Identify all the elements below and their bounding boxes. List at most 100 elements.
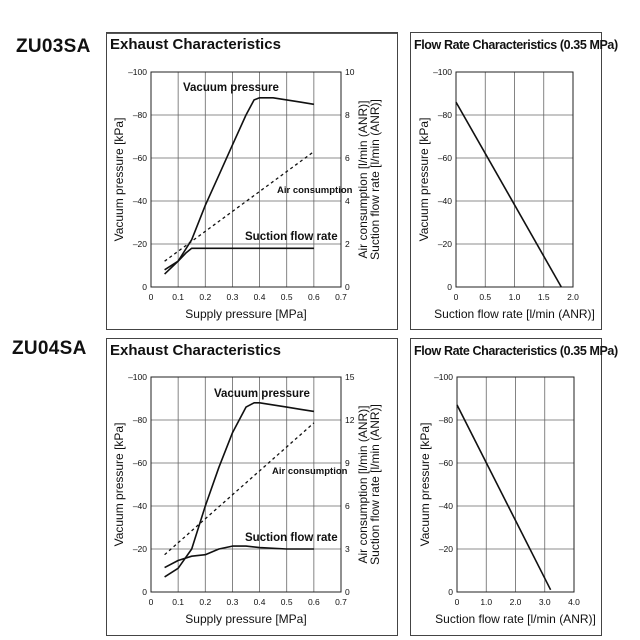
y2-tick-label: 8	[345, 110, 350, 120]
x-tick-label: 0	[149, 292, 154, 302]
y-axis-label: Vacuum pressure [kPa]	[112, 118, 126, 242]
series-line	[455, 101, 562, 288]
series-annotation: Suction flow rate	[245, 231, 338, 243]
y-tick-label: 0	[142, 587, 147, 597]
x-tick-label: 0.2	[199, 597, 211, 607]
exhaust-panel-zu03sa: Exhaust Characteristics 0 0.1 0.2 0.3 0.4 0.5…	[106, 32, 398, 330]
y-axis-label: Vacuum pressure [kPa]	[418, 423, 432, 547]
y-axis-label: Vacuum pressure [kPa]	[112, 423, 126, 547]
series-annotation: Suction flow rate	[245, 532, 338, 544]
y-tick-label: –100	[433, 67, 452, 77]
y2-axis-label: Suction flow rate [l/min (ANR)]	[368, 404, 382, 565]
x-tick-label: 0.7	[335, 597, 347, 607]
exhaust-panel-zu04sa: Exhaust Characteristics 0 0.1 0.2 0.3 0.4 0.5…	[106, 338, 398, 636]
x-tick-label: 2.0	[510, 597, 522, 607]
x-tick-label: 0.1	[172, 597, 184, 607]
y-tick-label: –60	[133, 153, 147, 163]
y2-tick-label: 10	[345, 67, 355, 77]
x-tick-label: 0.4	[254, 597, 266, 607]
series-suction-flow-rate	[164, 247, 314, 271]
x-tick-label: 1.0	[480, 597, 492, 607]
x-tick-label: 0	[149, 597, 154, 607]
x-tick-label: 0	[454, 292, 459, 302]
x-tick-label: 0.4	[254, 292, 266, 302]
x-axis-label: Supply pressure [MPa]	[185, 307, 306, 321]
flow-panel-zu03sa: Flow Rate Characteristics (0.35 MPa) 0 0.…	[410, 32, 618, 330]
y2-tick-label: 6	[345, 501, 350, 511]
y2-tick-label: 15	[345, 372, 355, 382]
flow-chart-zu03sa: 0 0.5 1.0 1.5 2.0 0 –20 –40 –60 –80 –100 Suction fl…	[417, 67, 595, 321]
exhaust-chart-zu04sa: 0 0.1 0.2 0.3 0.4 0.5 0.6 0.70–20–40–60–80–1000…	[112, 372, 382, 626]
flow-panel-zu04sa: Flow Rate Characteristics (0.35 MPa) 0 1.…	[410, 338, 618, 636]
y2-tick-label: 12	[345, 415, 355, 425]
flow-chart-zu04sa: 0 1.0 2.0 3.0 4.0 0 –20 –40 –60 –80 –100 Suction fl…	[418, 372, 596, 626]
x-axis-label: Supply pressure [MPa]	[185, 612, 306, 626]
y2-axis-label: Suction flow rate [l/min (ANR)]	[368, 99, 382, 260]
y2-tick-label: 2	[345, 239, 350, 249]
x-tick-label: 1.5	[538, 292, 550, 302]
y-tick-label: –60	[133, 458, 147, 468]
x-tick-label: 4.0	[568, 597, 580, 607]
y-tick-label: 0	[448, 587, 453, 597]
y2-tick-label: 0	[345, 587, 350, 597]
y2-tick-label: 0	[345, 282, 350, 292]
title-underline	[107, 33, 397, 34]
x-tick-label: 0.1	[172, 292, 184, 302]
series-vacuum-pressure	[164, 401, 315, 578]
x-tick-label: 0.3	[227, 292, 239, 302]
y-tick-label: 0	[142, 282, 147, 292]
x-tick-label: 0.5	[479, 292, 491, 302]
y-tick-label: –40	[133, 501, 147, 511]
x-axis-label: Suction flow rate [l/min (ANR)]	[434, 307, 595, 321]
y-tick-label: –20	[438, 239, 452, 249]
y-tick-label: –40	[438, 196, 452, 206]
y-tick-label: –80	[438, 110, 452, 120]
y-tick-label: 0	[447, 282, 452, 292]
y-tick-label: –40	[439, 501, 453, 511]
y-tick-label: –60	[439, 458, 453, 468]
series-suction-flow-rate	[164, 545, 314, 569]
y2-tick-label: 4	[345, 196, 350, 206]
series-annotation: Vacuum pressure	[214, 388, 310, 400]
flow-title-zu03sa: Flow Rate Characteristics (0.35 MPa)	[414, 38, 618, 52]
x-tick-label: 0.7	[335, 292, 347, 302]
series-annotation: Vacuum pressure	[183, 82, 279, 94]
series-annotation: Air consumption	[272, 466, 348, 477]
y-axis-label: Vacuum pressure [kPa]	[417, 118, 431, 242]
y-tick-label: –20	[133, 544, 147, 554]
flow-title-zu04sa: Flow Rate Characteristics (0.35 MPa)	[414, 344, 618, 358]
y2-tick-label: 3	[345, 544, 350, 554]
plot-frame	[150, 376, 342, 593]
model-label-zu03sa: ZU03SA	[16, 36, 91, 57]
y2-tick-label: 9	[345, 458, 350, 468]
y-tick-label: –100	[128, 372, 147, 382]
x-tick-label: 0.3	[227, 597, 239, 607]
y-tick-label: –100	[434, 372, 453, 382]
y-tick-label: –20	[133, 239, 147, 249]
series-air-consumption	[164, 151, 315, 262]
x-tick-label: 0.5	[281, 292, 293, 302]
x-tick-label: 0.6	[308, 292, 320, 302]
x-axis-label: Suction flow rate [l/min (ANR)]	[435, 612, 596, 626]
y-tick-label: –80	[133, 415, 147, 425]
series-line	[456, 404, 552, 591]
series-annotation: Air consumption	[277, 185, 353, 196]
plot-frame	[455, 71, 574, 288]
plot-frame	[150, 71, 342, 288]
x-tick-label: 1.0	[509, 292, 521, 302]
x-tick-label: 3.0	[539, 597, 551, 607]
x-tick-label: 0.5	[281, 597, 293, 607]
y-tick-label: –40	[133, 196, 147, 206]
y-tick-label: –20	[439, 544, 453, 554]
model-label-zu04sa: ZU04SA	[12, 338, 87, 359]
x-tick-label: 0.6	[308, 597, 320, 607]
y2-tick-label: 6	[345, 153, 350, 163]
y-tick-label: –80	[439, 415, 453, 425]
exhaust-chart-zu03sa: 0 0.1 0.2 0.3 0.4 0.5 0.6 0.70–20–40–60–80–1000…	[112, 67, 382, 321]
y2-axis-label: Air consumption [l/min (ANR)]	[356, 100, 370, 258]
x-tick-label: 0.2	[199, 292, 211, 302]
y-tick-label: –60	[438, 153, 452, 163]
y-tick-label: –80	[133, 110, 147, 120]
exhaust-title-zu04sa: Exhaust Characteristics	[110, 342, 281, 359]
x-tick-label: 0	[455, 597, 460, 607]
